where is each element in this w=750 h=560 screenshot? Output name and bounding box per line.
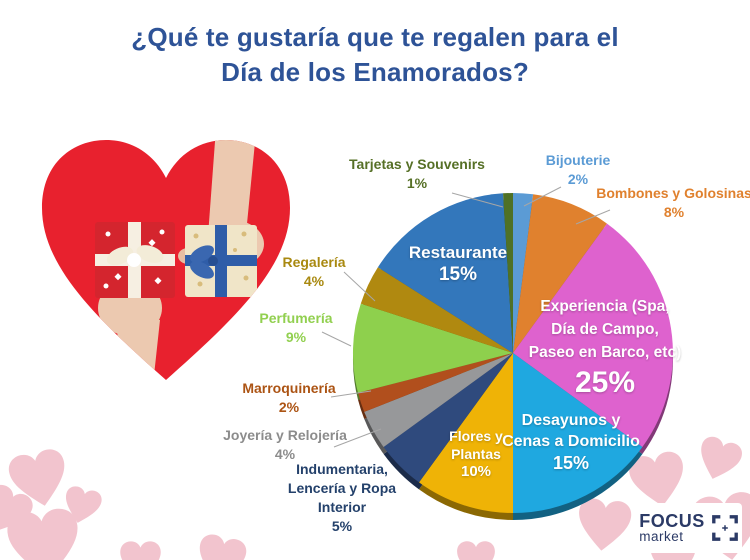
page-title: ¿Qué te gustaría que te regalen para el … xyxy=(0,20,750,90)
heart-icon xyxy=(701,436,742,479)
heart-icon xyxy=(7,508,78,560)
label-pct: 15% xyxy=(552,453,590,473)
label-desayunos: Desayunos y Cenas a Domicilio 15% xyxy=(488,410,654,474)
pie-slice-bombones xyxy=(513,194,607,353)
pie-slice-restaurante xyxy=(377,193,513,353)
pie-slice-flores xyxy=(419,353,513,513)
label-text: Marroquinería xyxy=(242,380,336,396)
label-indumentaria: Indumentaria, Lencería y Ropa Interior 5… xyxy=(272,460,412,536)
pie-slice-experiencia xyxy=(513,223,673,447)
heart-icon xyxy=(120,541,161,560)
pie-slice-bijouterie xyxy=(513,193,534,353)
heart-icon xyxy=(8,449,65,506)
leader-line-tarjetas xyxy=(451,192,504,208)
label-pct: 2% xyxy=(567,171,589,187)
logo-market-label: market xyxy=(639,528,684,544)
label-bijouterie: Bijouterie 2% xyxy=(528,151,628,189)
label-flores-y-plantas: Flores y Plantas 10% xyxy=(433,427,519,481)
pie-slice-joyeria xyxy=(364,353,513,447)
label-pct: 2% xyxy=(278,399,300,415)
label-text: Flores y Plantas xyxy=(449,428,503,462)
label-text: Joyería y Relojería xyxy=(223,427,347,443)
label-text: Bombones y Golosinas xyxy=(596,185,750,201)
pie-slices xyxy=(352,192,673,513)
cream-gift-box xyxy=(185,225,257,297)
heart-icon xyxy=(457,541,495,560)
heart-icon xyxy=(65,486,102,523)
label-text: Desayunos y Cenas a Domicilio xyxy=(502,412,640,450)
leader-line-bombones xyxy=(575,209,611,225)
focus-frame-icon xyxy=(711,515,738,541)
leader-line-marroquineria xyxy=(330,390,372,398)
leader-line-joyeria xyxy=(333,428,382,448)
focus-market-logo: FOCUS market xyxy=(636,503,742,553)
label-joyeria-y-relojeria: Joyería y Relojería 4% xyxy=(205,426,365,464)
label-pct: 9% xyxy=(285,329,307,345)
label-text: Experiencia (Spa, Día de Campo, Paseo en… xyxy=(528,298,682,361)
pie-slice-marroquineria xyxy=(358,353,513,412)
pie-slice-indumentaria xyxy=(383,353,513,483)
label-tarjetas-y-souvenirs: Tarjetas y Souvenirs 1% xyxy=(322,155,512,193)
heart-gifts-image xyxy=(42,140,290,380)
label-pct: 4% xyxy=(303,273,325,289)
label-pct: 5% xyxy=(331,518,353,534)
heart-icon xyxy=(579,498,632,551)
leader-line-perfumeria xyxy=(321,331,352,347)
label-text: Perfumería xyxy=(259,310,333,326)
title-line-2: Día de los Enamorados? xyxy=(221,57,529,87)
label-text: Tarjetas y Souvenirs xyxy=(349,156,485,172)
label-regaleria: Regalería 4% xyxy=(259,253,369,291)
label-pct: 25% xyxy=(574,366,636,399)
label-restaurante: Restaurante 15% xyxy=(378,242,538,286)
pie-slice-desayunos xyxy=(513,353,643,513)
label-bombones-y-golosinas: Bombones y Golosinas 8% xyxy=(596,184,750,222)
label-text: Restaurante xyxy=(408,243,508,262)
label-pct: 4% xyxy=(274,446,296,462)
label-experiencia: Experiencia (Spa, Día de Campo, Paseo en… xyxy=(512,295,698,400)
leader-line-regaleria xyxy=(343,271,376,302)
pie-slice-perfumeria xyxy=(352,303,513,393)
label-pct: 10% xyxy=(460,463,492,480)
label-pct: 15% xyxy=(438,264,478,285)
pie-slice-regaleria xyxy=(360,267,513,353)
heart-icon xyxy=(199,534,247,560)
logo-focus-label: FOCUS xyxy=(639,510,705,531)
logo-text: FOCUS market xyxy=(639,510,705,544)
label-marroquineria: Marroquinería 2% xyxy=(219,379,359,417)
label-text: Regalería xyxy=(282,254,346,270)
label-perfumeria: Perfumería 9% xyxy=(241,309,351,347)
red-gift-box xyxy=(95,222,175,298)
pie-slice-tarjetas xyxy=(503,192,513,353)
label-pct: 1% xyxy=(406,175,428,191)
right-arm xyxy=(208,140,256,244)
title-line-1: ¿Qué te gustaría que te regalen para el xyxy=(131,22,619,52)
label-text: Indumentaria, Lencería y Ropa Interior xyxy=(287,461,397,515)
label-text: Bijouterie xyxy=(545,152,611,168)
heart-icon xyxy=(629,451,683,507)
leader-line-bijouterie xyxy=(523,186,562,207)
label-pct: 8% xyxy=(663,204,685,220)
